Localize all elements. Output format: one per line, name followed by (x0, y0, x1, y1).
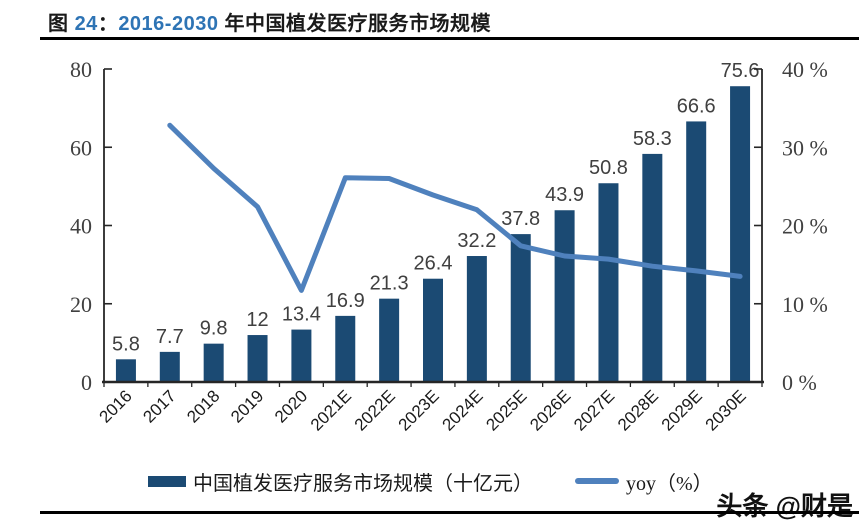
bar-2027E (598, 183, 619, 382)
figure-title-part: 图 (48, 13, 75, 35)
right-tick-label-20 %: 20 % (782, 214, 828, 239)
bar-2024E (466, 256, 487, 382)
bar-label-2019: 12 (246, 309, 268, 331)
bar-2016 (115, 359, 136, 382)
legend-item-yoy: yoy（%） (575, 467, 713, 496)
figure-title-part: 24 (74, 13, 98, 35)
x-tick-label-2027E: 2027E (570, 386, 618, 434)
yoy-line (167, 122, 743, 293)
bar-label-2018: 9.8 (200, 318, 228, 340)
bar-2029E (686, 121, 707, 383)
bar-label-2026E: 43.9 (545, 184, 584, 206)
x-tick-label-2029E: 2029E (658, 386, 706, 434)
x-tick-label-2020: 2020 (271, 386, 311, 426)
bar-2022E (379, 298, 400, 382)
bar-label-2020: 13.4 (282, 304, 321, 326)
x-tick-label-2023E: 2023E (395, 386, 443, 434)
bar-2023E (423, 278, 443, 382)
bar-label-2028E: 58.3 (633, 128, 672, 150)
x-tick-label-2028E: 2028E (614, 386, 662, 434)
right-tick-label-30 %: 30 % (782, 135, 828, 160)
bar-label-2030E: 75.6 (721, 60, 760, 82)
legend-label-market-size: 中国植发医疗服务市场规模（十亿元） (193, 472, 533, 495)
bar-2019 (247, 335, 268, 382)
watermark: 头条 @财是 (716, 491, 853, 521)
x-tick-label-2016: 2016 (96, 386, 136, 426)
bar-2026E (554, 210, 575, 382)
left-tick-label-60: 60 (70, 135, 92, 160)
bar-2018 (203, 343, 224, 382)
bar-label-2021E: 16.9 (326, 290, 365, 312)
chart-legend: 中国植发医疗服务市场规模（十亿元） yoy（%） (148, 467, 713, 495)
bottom-border-line (40, 511, 859, 514)
legend-label-yoy: yoy（%） (626, 472, 713, 495)
bar-label-2024E: 32.2 (457, 230, 496, 252)
bar-label-2016: 5.8 (112, 333, 140, 355)
left-tick-label-40: 40 (70, 214, 92, 239)
x-tick-label-2017: 2017 (139, 386, 179, 426)
left-tick-label-0: 0 (81, 370, 92, 395)
bar-label-2027E: 50.8 (589, 157, 628, 179)
x-tick-label-2030E: 2030E (702, 386, 750, 434)
x-tick-label-2026E: 2026E (526, 386, 574, 434)
bar-2017 (159, 351, 180, 382)
x-tick-label-2022E: 2022E (351, 386, 399, 434)
bar-label-2023E: 26.4 (414, 253, 453, 275)
bar-label-2017: 7.7 (156, 326, 184, 348)
figure-title-part: ： (97, 13, 119, 35)
x-tick-label-2019: 2019 (227, 386, 267, 426)
bar-2020 (291, 329, 312, 382)
left-tick-label-80: 80 (70, 57, 92, 82)
x-tick-label-2021E: 2021E (307, 386, 355, 434)
right-tick-label-0 %: 0 % (782, 370, 817, 395)
bar-2025E (510, 234, 531, 382)
bar-label-2022E: 21.3 (370, 273, 409, 295)
x-tick-label-2024E: 2024E (438, 386, 486, 434)
line-series-swatch (575, 478, 619, 484)
bar-2030E (730, 86, 751, 382)
bar-label-2029E: 66.6 (677, 95, 716, 117)
right-tick-label-40 %: 40 % (782, 57, 828, 82)
left-tick-label-20: 20 (70, 292, 92, 317)
x-tick-label-2018: 2018 (183, 386, 223, 426)
bar-label-2025E: 37.8 (501, 208, 540, 230)
title-underline (40, 37, 859, 40)
figure-title: 图 24：2016-2030 年中国植发医疗服务市场规模 (48, 7, 491, 36)
bar-series-swatch (148, 475, 186, 487)
right-tick-label-10 %: 10 % (782, 292, 828, 317)
bar-2021E (335, 315, 356, 382)
legend-item-market-size: 中国植发医疗服务市场规模（十亿元） (148, 467, 533, 496)
figure-title-part: 年中国植发医疗服务市场规模 (218, 13, 492, 35)
figure-title-part: 2016-2030 (118, 13, 219, 35)
x-tick-label-2025E: 2025E (482, 386, 530, 434)
